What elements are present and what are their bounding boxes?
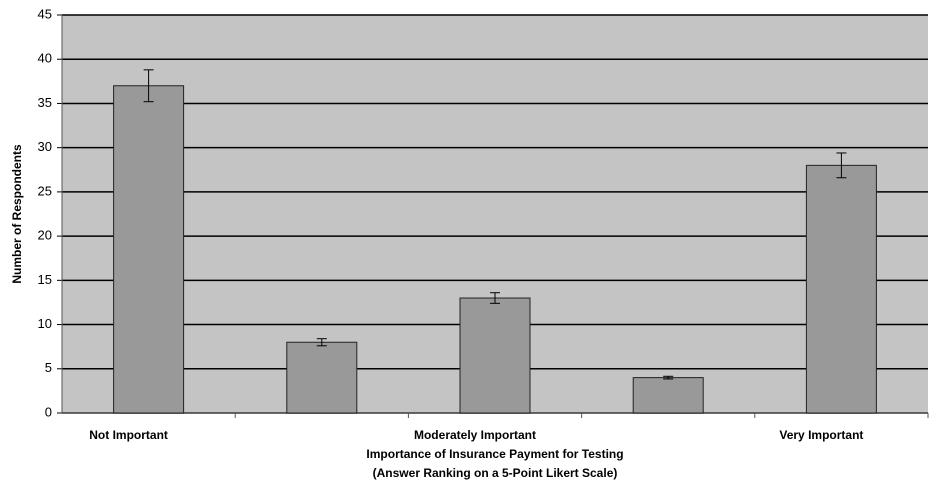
y-axis-label: Number of Respondents: [10, 144, 24, 284]
x-tick-label: Not Important: [89, 428, 168, 442]
bar: [286, 341, 358, 414]
y-tick-label: 10: [38, 316, 52, 331]
y-tick-label: 40: [38, 51, 52, 66]
y-tick-label: 30: [38, 139, 52, 154]
y-tick-label: 5: [45, 360, 52, 375]
y-tick-label: 20: [38, 228, 52, 243]
bar: [805, 164, 877, 414]
y-tick-label: 0: [45, 404, 52, 419]
x-tick-label: Very Important: [779, 428, 863, 442]
y-tick-label: 15: [38, 272, 52, 287]
bar: [459, 297, 531, 414]
x-axis-label: Importance of Insurance Payment for Test…: [366, 447, 623, 461]
bar: [113, 85, 185, 414]
x-axis-label: (Answer Ranking on a 5-Point Likert Scal…: [373, 466, 618, 480]
y-tick-label: 35: [38, 95, 52, 110]
y-tick-label: 45: [38, 6, 52, 21]
x-tick-label: Moderately Important: [414, 428, 536, 442]
y-tick-label: 25: [38, 183, 52, 198]
bar: [632, 377, 704, 414]
